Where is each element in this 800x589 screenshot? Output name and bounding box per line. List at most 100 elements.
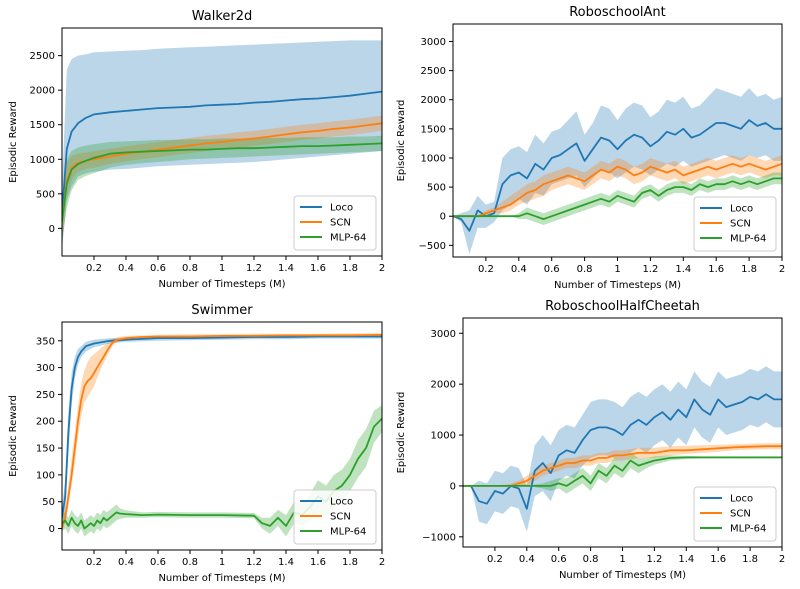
confidence-band-mlp-64: [62, 405, 382, 537]
x-tick-label: 0.2: [478, 264, 494, 275]
x-tick-label: 2: [779, 554, 785, 565]
y-tick-label: 300: [36, 363, 55, 374]
y-tick-label: −1000: [422, 532, 456, 543]
confidence-band-loco: [453, 88, 782, 255]
x-tick-label: 1.4: [675, 264, 691, 275]
plot-area: [463, 366, 782, 532]
confidence-band-scn: [463, 443, 782, 486]
x-tick-label: 0.8: [583, 554, 599, 565]
plot-area: [62, 40, 382, 250]
y-tick-label: 1000: [431, 431, 456, 442]
chart-panel-2: 0.2 0.4 0.6 0.8 1 1.2 1.4 1.6 1.8 2 −500 0 500 1000 15…: [396, 5, 785, 291]
x-tick-label: 0.6: [544, 264, 560, 275]
legend-label-scn: SCN: [330, 512, 351, 523]
legend-label-mlp-64: MLP-64: [330, 233, 366, 244]
chart-panel-3: 0.2 0.4 0.6 0.8 1 1.2 1.4 1.6 1.8 2 0 50 100 150 200 25…: [8, 303, 385, 584]
chart-title: Swimmer: [191, 303, 253, 318]
y-axis-label: Episodic Reward: [8, 101, 19, 183]
series-line-scn: [62, 334, 382, 529]
legend: Loco SCN MLP-64: [293, 195, 377, 251]
x-tick-label: 0.6: [551, 554, 567, 565]
x-tick-label: 0.4: [118, 263, 134, 274]
y-tick-label: 2000: [30, 86, 55, 97]
legend-label-mlp-64: MLP-64: [730, 234, 766, 245]
chart-title: Walker2d: [192, 9, 253, 24]
y-tick-label: 3000: [421, 37, 446, 48]
series-line-mlp-64: [463, 456, 782, 487]
x-tick-label: 1.8: [741, 264, 757, 275]
x-tick-label: 1.8: [742, 554, 758, 565]
y-tick-label: 0: [49, 224, 55, 235]
series-line-mlp-64: [62, 142, 382, 222]
legend-label-loco: Loco: [730, 494, 753, 505]
confidence-band-loco: [62, 40, 382, 250]
chart-panel-1: 0.2 0.4 0.6 0.8 1 1.2 1.4 1.6 1.8 2 0 500 1000 1500 20…: [8, 9, 385, 290]
confidence-band-mlp-64: [463, 452, 782, 494]
x-tick-label: 0.4: [118, 557, 134, 568]
plot-area: [453, 88, 782, 255]
series-line-mlp-64: [453, 177, 782, 221]
x-axis-label: Number of Timesteps (M): [158, 573, 285, 584]
confidence-band-loco: [463, 366, 782, 532]
plot-area: [62, 333, 382, 537]
y-tick-label: 2000: [431, 380, 456, 391]
x-axis-label: Number of Timesteps (M): [554, 280, 681, 291]
x-tick-label: 1.8: [342, 263, 358, 274]
chart-panel-4: 0.2 0.4 0.6 0.8 1 1.2 1.4 1.6 1.8 2 −1000 0 1000 2000…: [396, 299, 785, 581]
x-axis-label: Number of Timesteps (M): [158, 279, 285, 290]
y-tick-label: 1000: [421, 153, 446, 164]
legend: Loco SCN MLP-64: [293, 489, 377, 545]
y-tick-label: 0: [440, 212, 446, 223]
x-tick-label: 2: [379, 263, 385, 274]
confidence-band-mlp-64: [62, 135, 382, 243]
x-tick-label: 0.2: [86, 557, 102, 568]
legend: Loco SCN MLP-64: [693, 486, 777, 542]
x-tick-label: 1.4: [678, 554, 694, 565]
confidence-band-mlp-64: [453, 172, 782, 225]
x-tick-label: 0.6: [150, 557, 166, 568]
x-tick-label: 0.2: [487, 554, 503, 565]
x-tick-label: 1.8: [342, 557, 358, 568]
x-tick-label: 1: [219, 557, 225, 568]
series-line-loco: [453, 119, 782, 232]
y-tick-label: 2000: [421, 95, 446, 106]
x-tick-label: 1.6: [310, 557, 326, 568]
y-tick-label: 50: [42, 497, 55, 508]
x-tick-label: 1: [619, 554, 625, 565]
x-tick-label: 1.6: [310, 263, 326, 274]
x-tick-label: 2: [379, 557, 385, 568]
y-tick-label: 1500: [421, 124, 446, 135]
x-tick-label: 2: [779, 264, 785, 275]
chart-title: RoboschoolHalfCheetah: [545, 299, 700, 314]
x-tick-label: 0.8: [577, 264, 593, 275]
legend-label-mlp-64: MLP-64: [330, 527, 366, 538]
y-tick-label: 0: [49, 524, 55, 535]
y-axis-label: Episodic Reward: [396, 392, 407, 474]
x-tick-label: 1.2: [646, 554, 662, 565]
x-tick-label: 0.4: [511, 264, 527, 275]
series-line-loco: [463, 393, 782, 510]
chart-title: RoboschoolAnt: [569, 5, 666, 20]
y-tick-label: 500: [36, 189, 55, 200]
y-tick-label: 0: [450, 481, 456, 492]
y-axis-label: Episodic Reward: [8, 395, 19, 477]
legend-label-mlp-64: MLP-64: [730, 524, 766, 535]
legend-label-scn: SCN: [730, 509, 751, 520]
x-tick-label: 1: [614, 264, 620, 275]
x-tick-label: 1.4: [278, 263, 294, 274]
x-tick-label: 0.4: [519, 554, 535, 565]
legend-label-scn: SCN: [730, 219, 751, 230]
series-line-loco: [62, 335, 382, 518]
x-tick-label: 0.8: [182, 263, 198, 274]
legend-label-loco: Loco: [330, 203, 353, 214]
series-line-loco: [62, 90, 382, 215]
y-axis-label: Episodic Reward: [396, 100, 407, 182]
y-tick-label: 250: [36, 390, 55, 401]
confidence-band-scn: [62, 115, 382, 243]
x-tick-label: 1.2: [642, 264, 658, 275]
series-line-scn: [463, 445, 782, 487]
y-tick-label: 3000: [431, 329, 456, 340]
y-tick-label: 1000: [30, 155, 55, 166]
x-tick-label: 0.2: [86, 263, 102, 274]
